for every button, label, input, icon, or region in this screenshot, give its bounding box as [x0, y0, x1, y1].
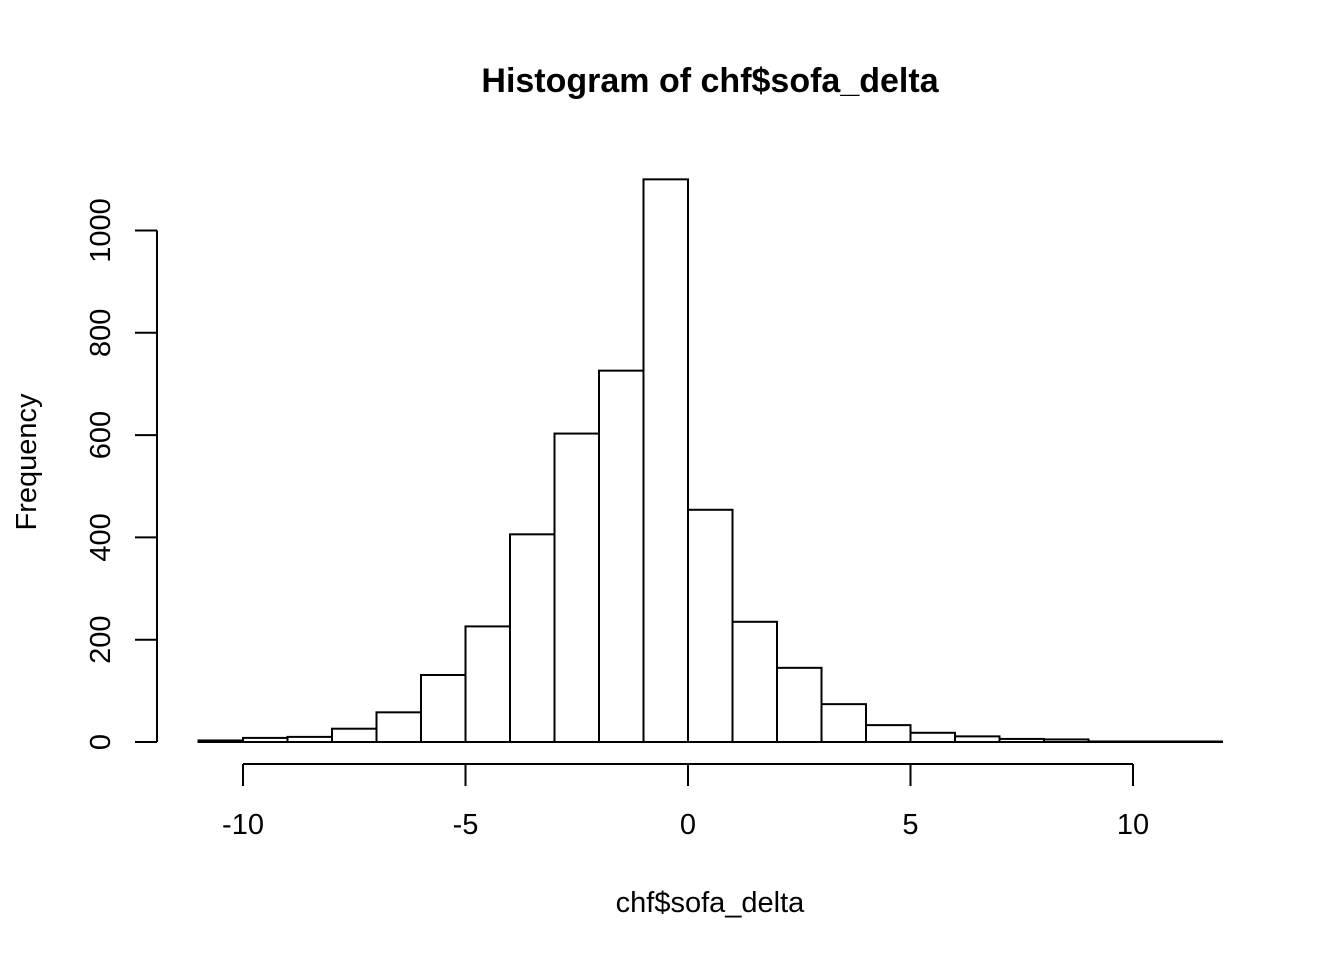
y-tick-label: 200: [85, 616, 117, 664]
histogram-bar: [197, 739, 244, 744]
chart-title: Histogram of chf$sofa_delta: [481, 62, 939, 100]
histogram-bar: [909, 731, 956, 744]
histogram-bar: [509, 533, 556, 743]
x-tick-label: 0: [680, 809, 696, 841]
x-axis: -10 -5 0 5 10: [222, 763, 1149, 841]
histogram-bar: [553, 432, 600, 743]
histogram-bar: [375, 711, 422, 744]
histogram-bar: [1176, 740, 1223, 744]
histogram-bar: [242, 736, 289, 744]
x-tick-label: -10: [222, 809, 264, 841]
histogram-bar: [1087, 740, 1134, 744]
histogram-bar: [331, 727, 378, 743]
x-tick-label: -5: [453, 809, 479, 841]
y-tick-label: 0: [85, 734, 117, 750]
histogram-bar: [1043, 738, 1090, 744]
histogram-bar: [998, 737, 1045, 744]
y-tick-label: 800: [85, 309, 117, 357]
y-tick-label: 600: [85, 411, 117, 459]
bars-group: [197, 178, 1223, 744]
histogram-bar: [731, 620, 778, 743]
y-tick-label: 1000: [85, 198, 117, 263]
x-tick-label: 10: [1117, 809, 1149, 841]
y-axis-label: Frequency: [11, 393, 43, 531]
x-tick-label: 5: [902, 809, 918, 841]
histogram-bar: [598, 369, 645, 743]
histogram-bar: [1132, 740, 1179, 744]
histogram-bar: [286, 735, 333, 744]
histogram-bar: [865, 724, 912, 743]
y-axis: 0 200 400 600 800 1000: [85, 198, 158, 750]
histogram-bar: [820, 703, 867, 743]
histogram-bar: [420, 673, 467, 744]
histogram-bar: [954, 735, 1001, 743]
histogram-bar: [464, 625, 511, 743]
y-tick-label: 400: [85, 513, 117, 561]
histogram-bar: [776, 666, 823, 744]
histogram-bar: [642, 178, 689, 744]
histogram-bar: [687, 508, 734, 743]
x-axis-label: chf$sofa_delta: [616, 887, 806, 919]
